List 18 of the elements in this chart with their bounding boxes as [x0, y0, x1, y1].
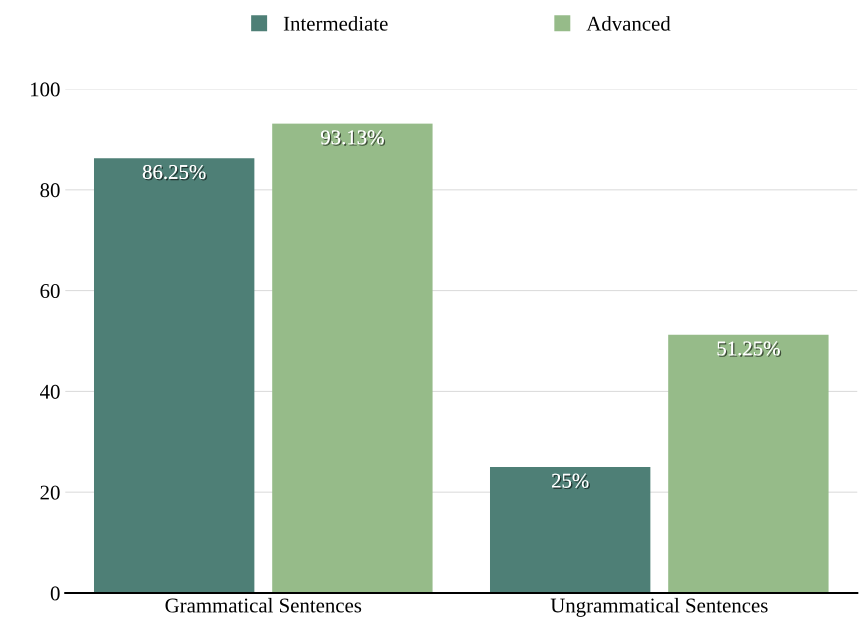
y-tick-label: 60	[40, 284, 60, 298]
bar	[668, 334, 829, 593]
y-tick-label: 20	[40, 486, 60, 500]
data-label: 86.25%	[142, 164, 207, 180]
x-tick-label: Ungrammatical Sentences	[550, 598, 768, 617]
legend-label: Intermediate	[284, 16, 388, 31]
legend-label: Advanced	[586, 16, 670, 31]
data-label: 93.13%	[320, 130, 386, 146]
bar	[272, 124, 433, 593]
bar	[94, 158, 254, 593]
data-label: 25%	[552, 474, 590, 490]
x-tick-label: Grammatical Sentences	[166, 598, 362, 613]
y-tick-label: 0	[50, 586, 60, 600]
bar	[490, 467, 650, 593]
y-tick-label: 80	[40, 183, 60, 198]
y-tick-label: 100	[31, 82, 60, 96]
data-label: 51.25%	[717, 341, 782, 357]
y-tick-label: 40	[40, 384, 60, 399]
